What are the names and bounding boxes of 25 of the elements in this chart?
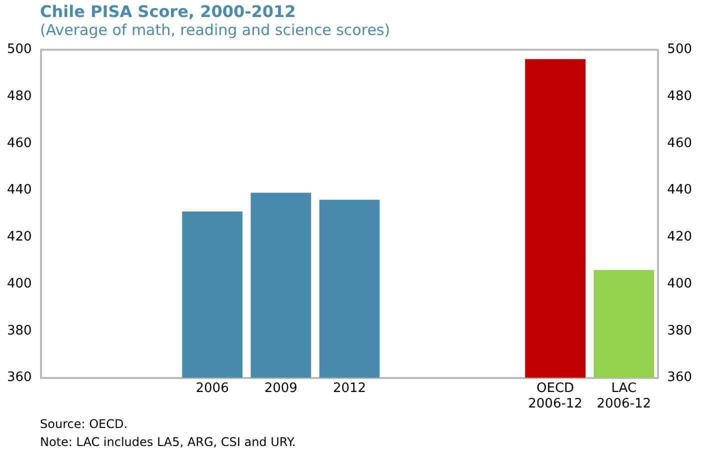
x-tick-label: 2009	[264, 380, 298, 396]
y-tick-label: 400	[6, 276, 32, 292]
y-tick-label: 500	[6, 42, 32, 58]
text: Note: LAC includes LA5, ARG, CSI and URY.	[40, 434, 297, 451]
x-tick-label: 2006	[196, 380, 229, 396]
chart-title: Chile PISA Score, 2000-2012	[40, 2, 297, 21]
y2-tick-label: 360	[667, 370, 692, 386]
y-tick-label: 360	[6, 370, 32, 386]
y-tick-label: 440	[6, 182, 32, 198]
y2-tick-label: 440	[667, 182, 692, 198]
y-tick-label: 420	[6, 230, 32, 245]
y-tick-label: 380	[6, 323, 32, 338]
x-tick-label: LAC 2006-12	[596, 380, 652, 412]
source-note: Source: OECD.	[40, 416, 129, 433]
y-tick-label: 480	[6, 89, 32, 104]
y2-tick-label: 480	[667, 89, 692, 104]
y2-tick-label: 420	[667, 230, 692, 245]
x-tick-label: OECD 2006-12	[528, 380, 582, 412]
y-tick-label: 460	[6, 136, 32, 151]
y2-tick-label: 380	[667, 323, 692, 338]
y2-tick-label: 500	[667, 42, 692, 58]
y2-tick-label: 460	[667, 136, 692, 151]
y2-tick-label: 400	[667, 276, 692, 292]
x-tick-label: 2012	[332, 380, 366, 396]
chart-subtitle: (Average of math, reading and science scores)	[40, 21, 392, 39]
